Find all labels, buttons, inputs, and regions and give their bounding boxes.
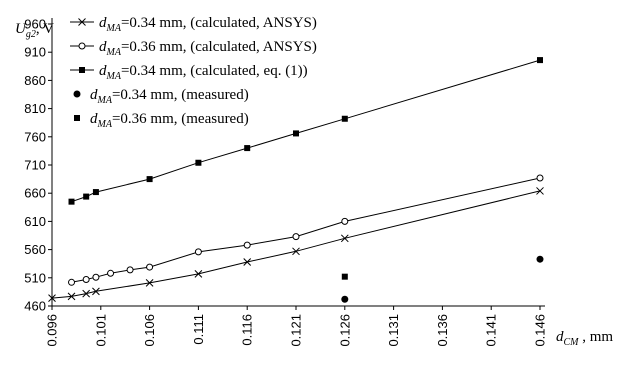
legend-item: dMA=0.34 mm, (calculated, eq. (1)): [70, 63, 308, 82]
series-line: [71, 59, 541, 203]
legend-label: dMA=0.34 mm, (calculated, ANSYS): [99, 15, 317, 34]
x-tick-label: 0.126: [337, 314, 352, 347]
series-1: [48, 187, 544, 302]
x-tick-label: 0.116: [240, 314, 255, 346]
x-tick-label: 0.096: [45, 314, 60, 347]
series-5: [341, 273, 348, 280]
data-point: [341, 273, 348, 280]
legend-item: dMA=0.36 mm, (measured): [74, 111, 249, 130]
data-point: [67, 292, 76, 301]
series-2: [68, 174, 544, 286]
data-point: [146, 263, 154, 271]
data-point: [292, 247, 300, 256]
data-point: [194, 269, 203, 278]
data-point: [194, 248, 202, 256]
data-point: [83, 193, 90, 200]
axes: [51, 18, 545, 307]
data-point: [73, 90, 81, 98]
data-point: [145, 279, 154, 287]
data-point: [536, 255, 544, 263]
y-tick-label: 910: [24, 45, 46, 60]
data-point: [341, 217, 349, 225]
x-tick-label: 0.101: [93, 314, 108, 347]
series-line: [51, 190, 541, 299]
data-point: [82, 289, 91, 298]
data-point: [243, 258, 252, 266]
x-tick-label: 0.131: [386, 314, 401, 347]
data-point: [244, 145, 251, 152]
data-point: [536, 174, 544, 182]
legend-label: dMA=0.34 mm, (measured): [90, 87, 249, 106]
x-tick-label: 0.111: [191, 314, 206, 345]
data-point: [292, 233, 300, 241]
y-tick-label: 860: [24, 73, 46, 88]
legend-item: dMA=0.36 mm, (calculated, ANSYS): [70, 39, 317, 58]
y-tick-label: 760: [24, 129, 46, 144]
legend-item: dMA=0.34 mm, (measured): [73, 87, 249, 106]
y-axis-title: Ug2, V: [15, 21, 54, 40]
y-tick-label: 960: [24, 17, 46, 32]
series-3: [68, 57, 543, 205]
y-tick-label: 510: [24, 270, 46, 285]
data-point: [48, 294, 56, 302]
data-point: [537, 57, 543, 64]
y-tick-label: 810: [24, 101, 46, 116]
y-tick-label: 610: [24, 214, 46, 229]
data-point: [92, 287, 100, 296]
data-point: [126, 266, 134, 274]
series-4: [341, 255, 544, 303]
legend: dMA=0.34 mm, (calculated, ANSYS) dMA=0.36…: [70, 15, 317, 130]
data-point: [68, 278, 76, 286]
x-axis-title: dCM , mm: [556, 329, 613, 348]
legend-label: dMA=0.36 mm, (measured): [90, 111, 249, 130]
data-point: [341, 295, 349, 303]
data-point: [79, 67, 85, 73]
y-tick-label: 660: [24, 186, 46, 201]
data-point: [68, 198, 75, 205]
data-point: [78, 42, 86, 50]
data-point: [340, 234, 349, 243]
legend-label: dMA=0.34 mm, (calculated, eq. (1)): [99, 63, 308, 82]
data-point: [146, 176, 153, 183]
data-point: [195, 159, 202, 166]
plot-area: [48, 57, 544, 303]
x-tick-label: 0.136: [435, 314, 450, 347]
x-tick-label: 0.106: [142, 314, 157, 347]
data-point: [243, 241, 251, 249]
legend-item: dMA=0.34 mm, (calculated, ANSYS): [70, 15, 317, 34]
data-point: [82, 275, 90, 283]
x-tick-label: 0.121: [289, 314, 304, 347]
data-point: [341, 115, 348, 122]
data-point: [78, 18, 86, 26]
y-tick-label: 560: [24, 242, 46, 257]
legend-label: dMA=0.36 mm, (calculated, ANSYS): [99, 39, 317, 58]
series-line: [71, 177, 541, 283]
y-tick-label: 710: [24, 158, 46, 173]
data-point: [92, 189, 99, 196]
y-tick-label: 460: [24, 299, 46, 314]
data-point: [92, 273, 100, 281]
data-point: [293, 130, 299, 137]
x-tick-label: 0.146: [533, 314, 548, 347]
data-point: [536, 187, 544, 195]
x-tick-label: 0.141: [484, 314, 499, 347]
data-point: [74, 115, 80, 121]
data-point: [107, 269, 115, 277]
x-axis-ticks: 0.096 0.101 0.106 0.111 0.116 0.121 0.126 0.131…: [45, 306, 548, 347]
y-axis-ticks: 460 510 560 610 660 710 760 810 860 910 960: [24, 17, 52, 314]
